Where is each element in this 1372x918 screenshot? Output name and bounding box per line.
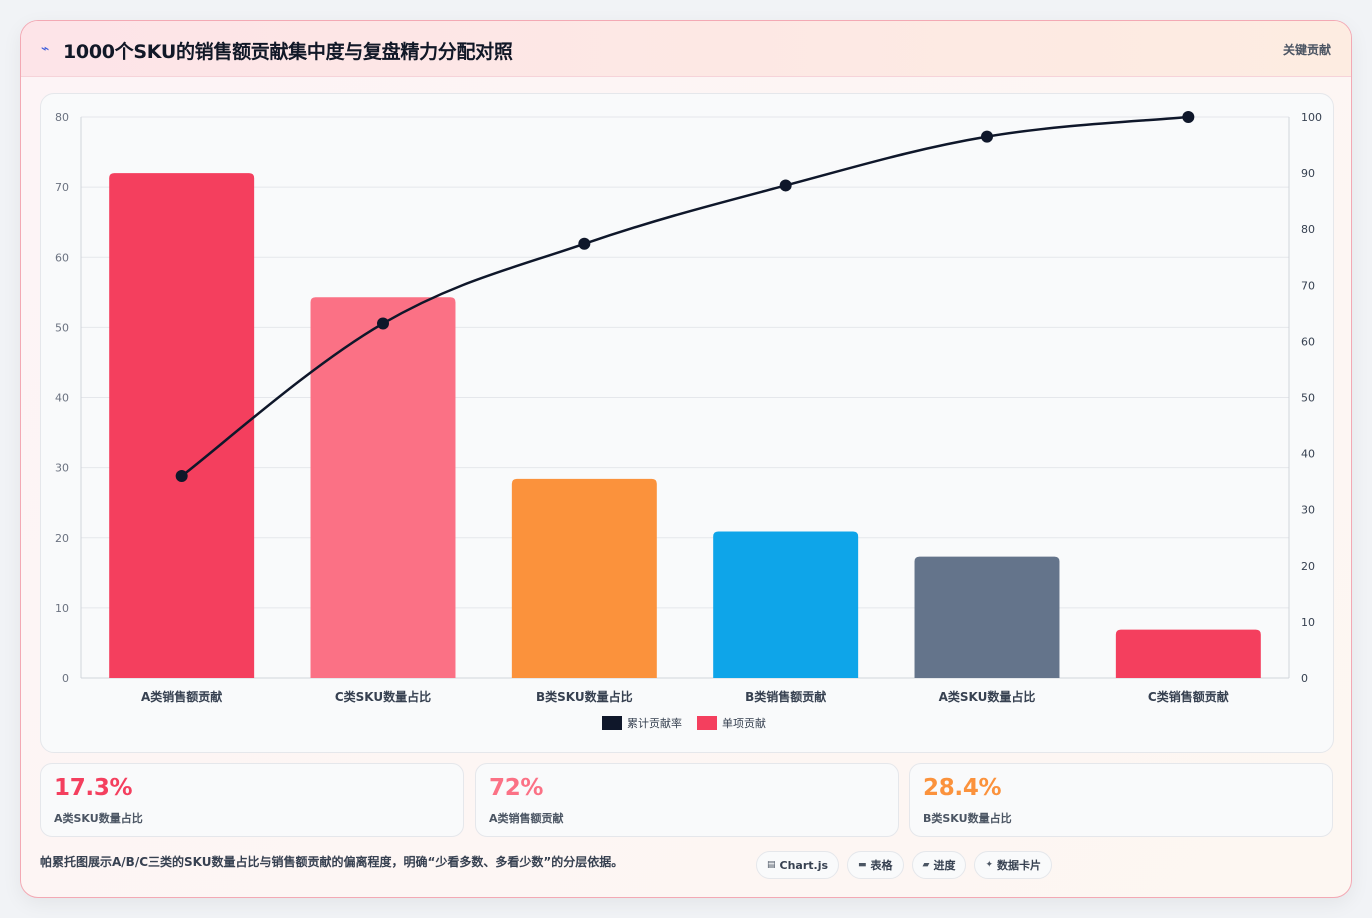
stat-label: A类SKU数量占比 [54,812,143,825]
stat-label: A类销售额贡献 [489,812,564,825]
chip-label: 表格 [870,859,893,872]
header-tag[interactable]: 关键贡献 [1282,43,1331,57]
bar [511,478,657,678]
stat-value: 28.4% [923,775,1002,801]
y2-tick-label: 50 [1301,392,1315,405]
y2-tick-label: 80 [1301,223,1315,236]
x-tick-label: C类销售额贡献 [1148,689,1229,704]
cumulative-point [175,470,188,483]
y2-tick-label: 70 [1301,279,1315,292]
y2-tick-label: 20 [1301,560,1315,573]
y-tick-label: 60 [55,251,69,264]
dashboard-card: ⌁ 1000个SKU的销售额贡献集中度与复盘精力分配对照 关键贡献 0 10 20 3… [20,20,1352,898]
y2-tick-label: 90 [1301,167,1315,180]
x-tick-label: B类SKU数量占比 [536,689,633,704]
y-tick-label: 70 [55,181,69,194]
legend-swatch-cumulative [602,716,622,730]
y2-tick-label: 0 [1301,672,1308,685]
chip-chartjs[interactable]: ▤ Chart.js [756,851,840,879]
cumulative-point [779,179,792,192]
feature-chips: ▤ Chart.js ▬ 表格 ▰ 进度 ✦ 数据卡片 [756,851,1053,879]
stat-card-a-sku-share: 17.3% A类SKU数量占比 [40,763,464,837]
cumulative-point [578,237,591,250]
y-tick-label: 40 [55,392,69,405]
page-title: 1000个SKU的销售额贡献集中度与复盘精力分配对照 [63,41,513,63]
cumulative-point [981,130,993,143]
stat-label: B类SKU数量占比 [923,812,1012,825]
table-icon: ▬ [858,860,867,870]
stat-value: 17.3% [54,775,133,801]
bar [310,297,456,678]
bar [109,173,255,678]
stat-value: 72% [489,775,544,801]
bar [914,556,1060,678]
stat-card-a-sales-contribution: 72% A类销售额贡献 [475,763,899,837]
card-header: ⌁ 1000个SKU的销售额贡献集中度与复盘精力分配对照 关键贡献 [21,21,1351,77]
y-tick-label: 30 [55,462,69,475]
bar [1115,629,1261,678]
y2-tick-label: 100 [1301,111,1322,124]
x-tick-label: B类销售额贡献 [745,689,826,704]
y-tick-label: 80 [55,111,69,124]
chart-icon: ▤ [767,860,776,870]
y-tick-label: 20 [55,532,69,545]
lightning-icon: ⌁ [41,41,50,57]
y2-tick-label: 30 [1301,504,1315,517]
pareto-chart: 0 10 20 30 40 50 60 70 80 0 10 20 30 40 50 60 70 80 90 100 A… [55,111,1322,730]
y-tick-label: 0 [62,672,69,685]
legend-label-cumulative: 累计贡献率 [627,716,682,730]
chip-label: Chart.js [779,858,829,872]
chip-label: 进度 [933,859,956,872]
x-tick-label: C类SKU数量占比 [335,689,431,704]
progress-icon: ▰ [922,860,930,870]
chip-label: 数据卡片 [997,859,1042,872]
bar [713,531,859,678]
cumulative-point [377,317,389,330]
legend-swatch-bars [697,716,717,730]
chip-table[interactable]: ▬ 表格 [847,851,904,879]
cumulative-point [1182,111,1195,123]
stat-card-b-sku-share: 28.4% B类SKU数量占比 [909,763,1333,837]
pareto-chart-panel: 0 10 20 30 40 50 60 70 80 0 10 20 30 40 50 60 70 80 90 100 A… [40,93,1334,753]
y2-tick-label: 10 [1301,616,1315,629]
y-tick-label: 50 [55,321,69,334]
chart-description: 帕累托图展示A/B/C三类的SKU数量占比与销售额贡献的偏离程度，明确“少看多数… [40,855,624,869]
y2-tick-label: 60 [1301,335,1315,348]
chip-data-card[interactable]: ✦ 数据卡片 [974,851,1053,879]
cumulative-line [180,115,1189,478]
x-tick-label: A类SKU数量占比 [939,689,1036,704]
legend-label-bars: 单项贡献 [722,716,766,730]
sparkle-icon: ✦ [985,860,994,870]
x-tick-label: A类销售额贡献 [141,689,222,704]
chip-progress[interactable]: ▰ 进度 [911,851,967,879]
y2-tick-label: 40 [1301,448,1315,461]
y-tick-label: 10 [55,602,69,615]
